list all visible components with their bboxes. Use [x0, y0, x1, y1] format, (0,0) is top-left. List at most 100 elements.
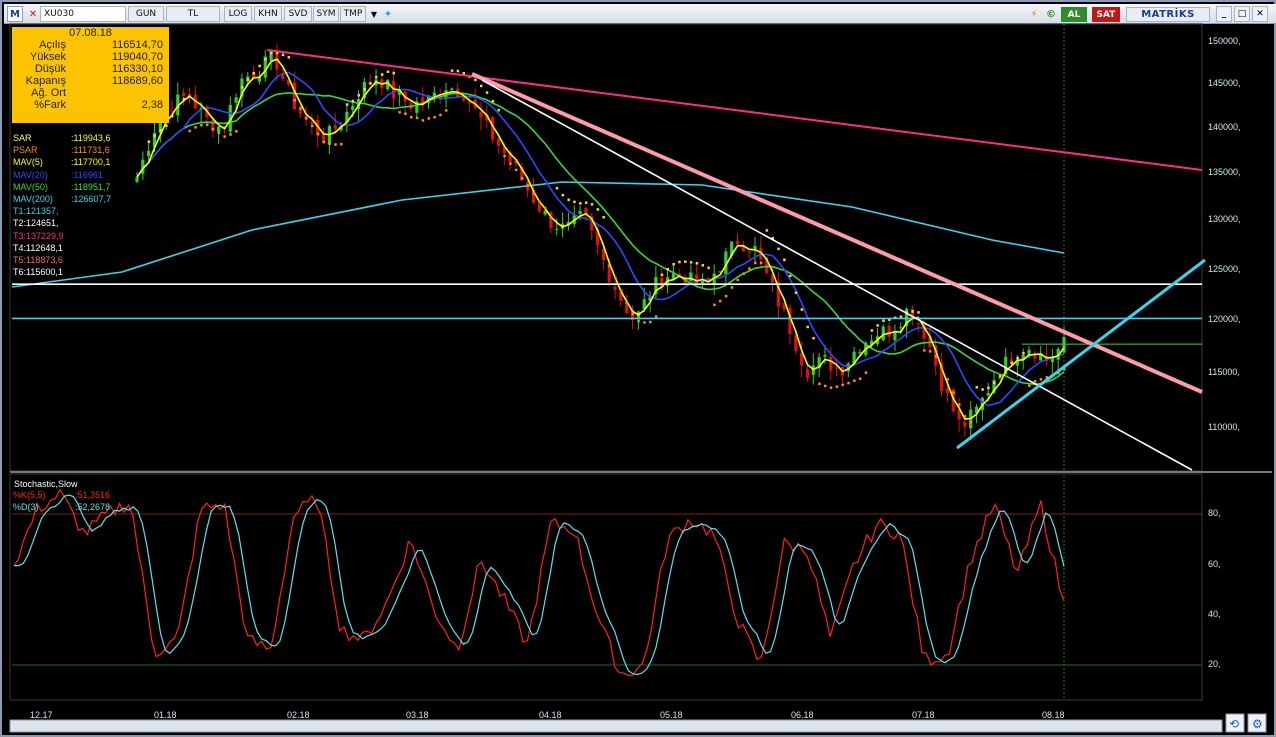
indicator-item: MAV(200):126607,7	[13, 194, 111, 205]
currency-button[interactable]: TL	[166, 6, 220, 22]
sar-dot	[404, 112, 407, 115]
candle-body	[485, 114, 489, 121]
close-icon[interactable]: ✕	[1252, 6, 1268, 22]
svd-button[interactable]: SVD	[284, 6, 312, 22]
candle-body	[870, 340, 874, 345]
indicator-label: T3	[13, 230, 24, 241]
sar-dot	[334, 143, 337, 146]
candle-body	[852, 351, 856, 364]
sar-dot	[182, 97, 186, 101]
candle-body	[607, 263, 611, 283]
candle-body	[432, 92, 436, 99]
sar-dot	[794, 291, 798, 295]
sar-dot	[783, 258, 786, 262]
sar-dot	[340, 142, 343, 146]
candle-body	[706, 278, 710, 280]
sar-dot	[987, 386, 990, 390]
sar-dot	[643, 321, 646, 324]
horizontal-scrollbar[interactable]	[9, 719, 1223, 733]
info-row: Kapanış 118689,60	[12, 75, 169, 87]
sar-dot	[800, 308, 804, 311]
settings-button[interactable]	[1247, 713, 1267, 733]
sar-dot	[310, 124, 314, 128]
log-button[interactable]: LOG	[224, 6, 252, 22]
indicator-item: T6:115600,1	[13, 267, 63, 278]
sar-dot	[602, 215, 605, 219]
candle-body	[520, 167, 524, 181]
indicator-label: T4	[13, 242, 24, 253]
refresh-icon[interactable]: ©	[1046, 8, 1056, 20]
sar-dot	[229, 133, 232, 136]
candle-body	[765, 257, 769, 273]
sym-button[interactable]: SYM	[313, 6, 339, 22]
sar-dot	[462, 72, 465, 75]
candle-body	[298, 109, 302, 114]
info-row: Yüksek 119040,70	[12, 51, 169, 63]
candle-body	[782, 303, 786, 310]
stoch-tick: 40,	[1208, 609, 1221, 619]
sar-dot	[835, 385, 839, 388]
candle-body	[281, 73, 285, 79]
sar-dot	[882, 319, 885, 322]
candle-body	[578, 211, 582, 215]
candle-body	[881, 326, 885, 341]
candle-body	[386, 80, 390, 90]
candle-body	[286, 79, 291, 85]
candle-body	[1033, 353, 1037, 359]
sar-dot	[928, 350, 932, 353]
minimize-icon[interactable]: _	[1216, 6, 1232, 22]
close-chart-icon[interactable]: ✕	[28, 8, 38, 20]
candle-body	[974, 406, 979, 414]
indicator-value: :137229,9	[23, 230, 64, 241]
candle-body	[899, 327, 903, 329]
candle-body	[1027, 349, 1031, 357]
sar-dot	[579, 202, 582, 205]
sar-dot	[823, 384, 827, 388]
sar-dot	[410, 115, 413, 119]
sar-dot	[876, 324, 879, 327]
khn-button[interactable]: KHN	[254, 6, 282, 22]
sar-dot	[1016, 356, 1019, 360]
maximize-icon[interactable]: □	[1234, 6, 1250, 22]
sar-dot	[514, 168, 518, 172]
menu-button[interactable]: M	[7, 6, 23, 22]
candle-body	[491, 116, 495, 140]
sar-dot	[439, 113, 442, 117]
sar-dot	[357, 94, 361, 97]
lock-icon[interactable]: ⚡	[1030, 8, 1038, 20]
date-tick: 05.18	[660, 710, 683, 720]
price-tick: 130000,	[1208, 214, 1241, 224]
dropdown-icon[interactable]: ▼	[370, 9, 378, 19]
price-tick: 150000,	[1208, 36, 1241, 46]
candles-group	[135, 44, 1066, 440]
sar-dot	[567, 198, 570, 202]
twitter-icon[interactable]: ✦	[383, 8, 393, 20]
candle-body	[910, 308, 915, 320]
sar-dot	[509, 162, 512, 165]
sar-dot	[526, 184, 530, 187]
candle-body	[543, 210, 547, 215]
period-button[interactable]: GUN	[128, 6, 164, 22]
buy-button[interactable]: AL	[1061, 7, 1087, 22]
symbol-field[interactable]: XU030	[40, 6, 126, 22]
candle-body	[916, 323, 920, 325]
candle-body	[619, 291, 623, 301]
candle-body	[158, 121, 162, 133]
sync-button[interactable]	[1225, 713, 1245, 733]
tmp-button[interactable]: TMP	[340, 6, 366, 22]
indicator-value: :121357,	[23, 206, 59, 217]
candle-body	[601, 248, 606, 260]
sar-dot	[1022, 351, 1025, 355]
sar-dot	[223, 135, 226, 138]
sar-dot	[590, 203, 594, 206]
candle-body	[683, 277, 687, 286]
indicator-value: :124651,	[23, 218, 59, 229]
indicator-item: T1:121357,	[13, 206, 59, 217]
sell-button[interactable]: SAT	[1092, 7, 1120, 22]
candle-body	[992, 379, 996, 393]
indicator-label: MAV(5)	[13, 157, 43, 168]
candle-body	[700, 281, 705, 284]
candle-body	[275, 51, 279, 70]
